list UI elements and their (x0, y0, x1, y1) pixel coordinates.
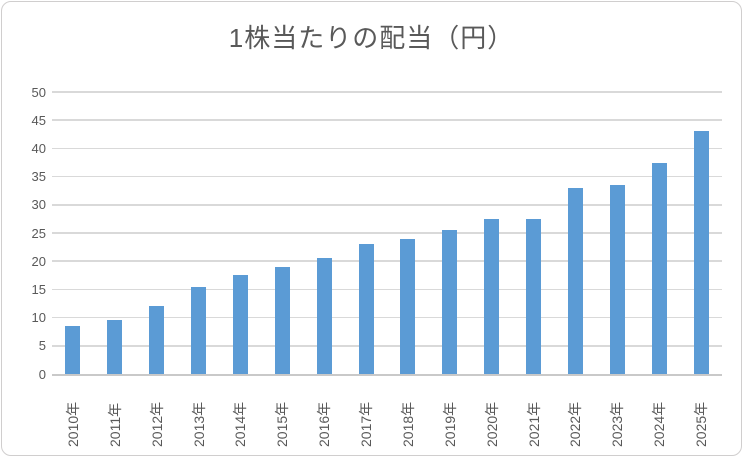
gridline (52, 316, 722, 319)
bar (609, 185, 625, 374)
chart-title: 1株当たりの配当（円） (228, 23, 515, 53)
gridline (52, 147, 722, 150)
x-axis-tick-label: 2017年 (358, 401, 375, 447)
y-axis-tick-label: 30 (31, 197, 46, 213)
bar (274, 266, 290, 374)
bar (400, 238, 416, 374)
x-axis-tick-label: 2012年 (148, 401, 165, 447)
gridline (52, 91, 722, 93)
bar (651, 162, 667, 374)
gridline (52, 232, 722, 234)
gridline (52, 119, 722, 121)
bar (191, 286, 207, 374)
x-axis-tick-label: 2010年 (64, 401, 81, 447)
y-axis-tick-label: 50 (31, 84, 46, 100)
x-axis-tick-label: 2021年 (525, 401, 542, 447)
bar (232, 275, 248, 374)
gridline (52, 345, 722, 347)
x-axis-tick-label: 2013年 (190, 401, 207, 447)
y-axis-tick-label: 45 (31, 112, 46, 128)
bar (107, 320, 123, 374)
y-axis-tick-label: 5 (38, 338, 46, 354)
x-axis-line (52, 374, 722, 376)
y-axis-tick-label: 0 (38, 366, 46, 382)
x-axis-tick-label: 2024年 (651, 401, 668, 447)
bar (65, 326, 81, 374)
gridline (52, 204, 722, 206)
bar (316, 258, 332, 374)
gridline (52, 175, 722, 178)
y-axis-tick-label: 25 (31, 225, 46, 241)
x-axis-tick-label: 2011年 (106, 402, 123, 447)
x-axis-tick-label: 2015年 (274, 401, 291, 447)
bar (693, 131, 709, 374)
x-axis-tick-label: 2023年 (609, 401, 626, 447)
x-axis-tick-label: 2016年 (316, 401, 333, 447)
x-axis-tick-label: 2019年 (441, 401, 458, 447)
x-axis-tick-label: 2014年 (232, 401, 249, 447)
x-axis-tick-label: 2020年 (483, 401, 500, 447)
y-axis-tick-label: 35 (31, 169, 46, 185)
gridline (52, 260, 722, 262)
x-axis-tick-label: 2022年 (567, 401, 584, 447)
bar (149, 306, 165, 374)
x-axis-tick-label: 2025年 (693, 401, 710, 447)
bar (567, 187, 583, 374)
bar (358, 244, 374, 374)
y-axis-tick-label: 15 (31, 281, 46, 297)
bar (442, 230, 458, 374)
gridline (52, 288, 722, 291)
y-axis-tick-label: 10 (31, 310, 46, 326)
x-axis-tick-label: 2018年 (399, 401, 416, 447)
bar (484, 218, 500, 374)
y-axis-tick-label: 20 (31, 253, 46, 269)
bar (526, 218, 542, 374)
y-axis-tick-label: 40 (31, 140, 46, 156)
